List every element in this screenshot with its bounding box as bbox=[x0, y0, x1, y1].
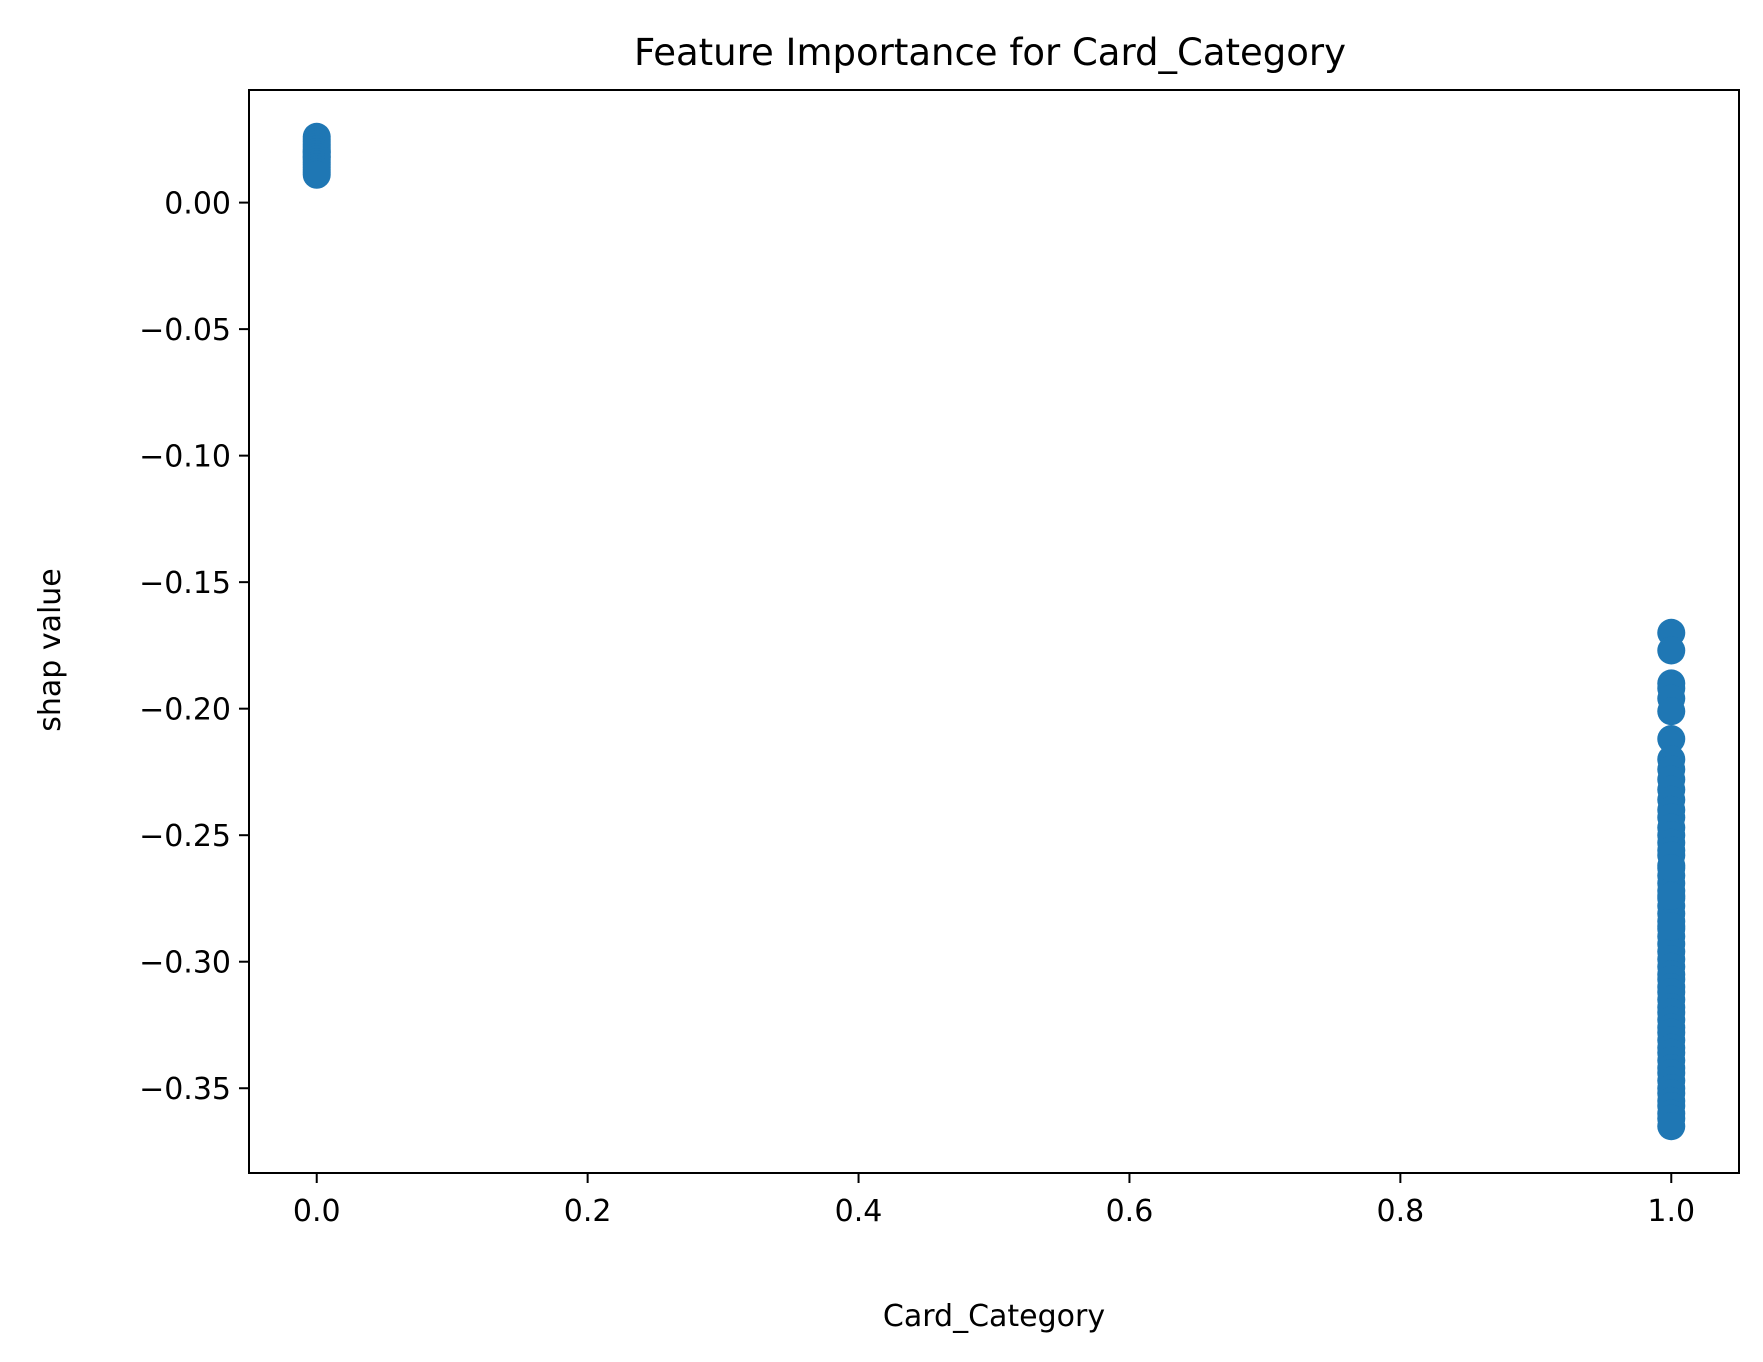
x-tick-label: 0.6 bbox=[1106, 1194, 1154, 1229]
data-point bbox=[1657, 725, 1686, 754]
y-axis-ticks: 0.00 −0.05 −0.10 −0.15 −0.20 −0.25 −0.30 −0.35 bbox=[139, 187, 249, 1107]
x-axis-ticks: 0.0 0.2 0.4 0.6 0.8 1.0 bbox=[293, 1173, 1695, 1229]
plot-frame bbox=[248, 89, 1740, 1174]
data-point bbox=[1657, 697, 1686, 726]
data-point bbox=[1657, 1112, 1686, 1141]
y-tick-label: 0.00 bbox=[164, 187, 231, 222]
y-axis-label: shap value bbox=[33, 568, 68, 732]
y-tick-label: −0.35 bbox=[139, 1072, 231, 1107]
chart-title: Feature Importance for Card_Category bbox=[634, 31, 1346, 74]
x-axis-label: Card_Category bbox=[883, 1299, 1105, 1334]
y-tick-label: −0.15 bbox=[139, 566, 231, 601]
x-tick-label: 0.2 bbox=[564, 1194, 612, 1229]
data-point bbox=[1657, 881, 1686, 910]
x-tick-label: 0.4 bbox=[835, 1194, 883, 1229]
y-tick-label: −0.20 bbox=[139, 693, 231, 728]
x-tick-label: 1.0 bbox=[1647, 1194, 1695, 1229]
data-point bbox=[1657, 854, 1686, 883]
data-point bbox=[302, 160, 331, 189]
data-points bbox=[302, 122, 1686, 1141]
y-tick-label: −0.25 bbox=[139, 819, 231, 854]
x-tick-label: 0.8 bbox=[1377, 1194, 1425, 1229]
y-tick-label: −0.10 bbox=[139, 440, 231, 475]
y-tick-label: −0.05 bbox=[139, 313, 231, 348]
y-tick-label: −0.30 bbox=[139, 946, 231, 981]
data-point bbox=[1657, 636, 1686, 665]
data-point bbox=[1657, 912, 1686, 941]
x-tick-label: 0.0 bbox=[293, 1194, 341, 1229]
